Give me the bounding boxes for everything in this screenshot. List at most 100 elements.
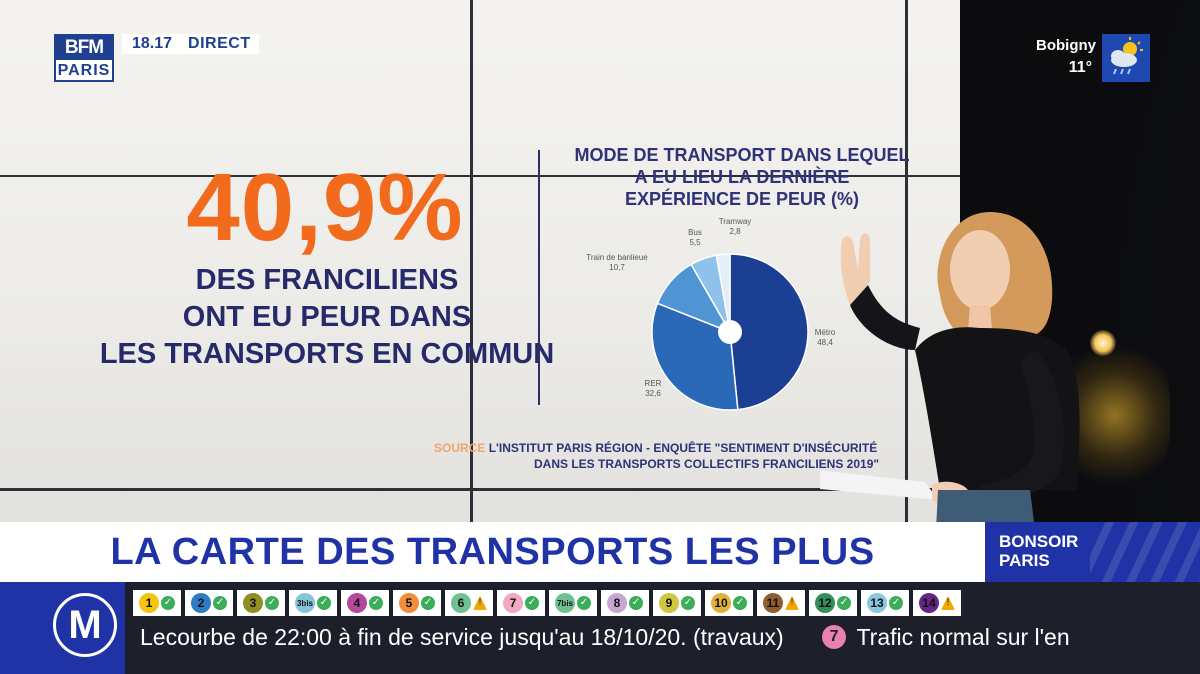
slice-label: Train de banlieue bbox=[586, 253, 648, 262]
metro-line-13: 13 ✓ bbox=[861, 590, 909, 616]
warning-icon: ! bbox=[473, 596, 487, 610]
slice-value: 48,4 bbox=[817, 338, 833, 347]
check-icon: ✓ bbox=[837, 596, 851, 610]
check-icon: ✓ bbox=[733, 596, 747, 610]
line-number: 3 bbox=[243, 593, 263, 613]
stat-caption-line: ONT EU PEUR DANS bbox=[182, 301, 472, 333]
metro-line-7: 7 ✓ bbox=[497, 590, 545, 616]
clock-bar: 18.17 DIRECT bbox=[122, 34, 259, 54]
line-number: 10 bbox=[711, 593, 731, 613]
wall-seam bbox=[905, 0, 908, 525]
metro-line-4: 4 ✓ bbox=[341, 590, 389, 616]
metro-line-5: 5 ✓ bbox=[393, 590, 441, 616]
stat-value: 40,9% bbox=[186, 154, 464, 261]
weather-widget: Bobigny 11° bbox=[1010, 34, 1150, 82]
metro-line-3bis: 3bis ✓ bbox=[289, 590, 337, 616]
metro-line-8: 8 ✓ bbox=[601, 590, 649, 616]
chart-title-line: EXPÉRIENCE DE PEUR (%) bbox=[624, 189, 860, 209]
line-number: 4 bbox=[347, 593, 367, 613]
street-lamp bbox=[1090, 330, 1116, 356]
stat-caption: DES FRANCILIENS ONT EU PEUR DANS LES TRA… bbox=[82, 262, 572, 373]
weather-city: Bobigny bbox=[1036, 37, 1096, 54]
check-icon: ✓ bbox=[161, 596, 175, 610]
transit-ticker: Lecourbe de 22:00 à fin de service jusqu… bbox=[140, 620, 1200, 650]
slice-value: 10,7 bbox=[609, 263, 625, 272]
ticker-message: Lecourbe de 22:00 à fin de service jusqu… bbox=[140, 623, 784, 650]
chart-title: MODE DE TRANSPORT DANS LEQUEL A EU LIEU … bbox=[552, 144, 932, 210]
metro-line-9: 9 ✓ bbox=[653, 590, 701, 616]
check-icon: ✓ bbox=[525, 596, 539, 610]
line-number: 9 bbox=[659, 593, 679, 613]
ticker-line-badge: 7 bbox=[822, 624, 847, 649]
check-icon: ✓ bbox=[421, 596, 435, 610]
chart-title-line: MODE DE TRANSPORT DANS LEQUEL bbox=[574, 145, 910, 165]
check-icon: ✓ bbox=[213, 596, 227, 610]
cloud-sun-rain-icon bbox=[1102, 34, 1150, 82]
line-number: 1 bbox=[139, 593, 159, 613]
check-icon: ✓ bbox=[265, 596, 279, 610]
metro-line-3: 3 ✓ bbox=[237, 590, 285, 616]
live-label: DIRECT bbox=[188, 35, 251, 52]
check-icon: ✓ bbox=[889, 596, 903, 610]
line-number: 7 bbox=[503, 593, 523, 613]
warning-icon: ! bbox=[785, 596, 799, 610]
metro-lines-status: 1 ✓ 2 ✓ 3 ✓ 3bis ✓ 4 ✓ 5 ✓ 6! 7 ✓ 7bis ✓ 8 ✓ 9 ✓ 10 ✓ 11! 12 ✓ 13 ✓… bbox=[133, 590, 965, 616]
slice-label: Bus bbox=[688, 228, 702, 237]
video-wall bbox=[0, 0, 960, 525]
program-badge: BONSOIR PARIS bbox=[985, 522, 1200, 582]
program-title-line: BONSOIR bbox=[999, 532, 1079, 551]
metro-line-7bis: 7bis ✓ bbox=[549, 590, 597, 616]
metro-line-11: 11! bbox=[757, 590, 805, 616]
wall-seam bbox=[470, 0, 473, 525]
headline-strip: LA CARTE DES TRANSPORTS LES PLUS ANXIOGÈ… bbox=[0, 522, 985, 633]
pie-slice-rer bbox=[651, 302, 739, 411]
source-keyword: SOURCE bbox=[434, 441, 486, 455]
wall-seam bbox=[0, 175, 960, 177]
line-number: 3bis bbox=[295, 593, 315, 613]
metro-line-10: 10 ✓ bbox=[705, 590, 753, 616]
check-icon: ✓ bbox=[629, 596, 643, 610]
divider bbox=[538, 150, 540, 405]
line-number: 7bis bbox=[555, 593, 575, 613]
stat-caption-line: DES FRANCILIENS bbox=[195, 264, 459, 296]
line-number: 11 bbox=[763, 593, 783, 613]
program-title: BONSOIR PARIS bbox=[999, 532, 1078, 570]
warning-icon: ! bbox=[941, 596, 955, 610]
slice-value: 2,8 bbox=[729, 227, 741, 236]
program-stripes bbox=[1090, 522, 1200, 582]
pie-slice-métro bbox=[729, 253, 809, 411]
line-number: 2 bbox=[191, 593, 211, 613]
line-number: 13 bbox=[867, 593, 887, 613]
chart-title-line: A EU LIEU LA DERNIÈRE bbox=[634, 167, 850, 187]
metro-logo-icon: M bbox=[53, 593, 117, 657]
slice-value: 32,6 bbox=[645, 389, 661, 398]
line-number: 5 bbox=[399, 593, 419, 613]
check-icon: ✓ bbox=[317, 596, 331, 610]
pie-slice-tramway bbox=[715, 253, 731, 333]
metro-line-1: 1 ✓ bbox=[133, 590, 181, 616]
weather-temperature: 11° bbox=[1068, 59, 1092, 76]
line-number: 8 bbox=[607, 593, 627, 613]
headline-title: LA CARTE DES TRANSPORTS LES PLUS ANXIOGÈ… bbox=[110, 531, 875, 633]
slice-label: Tramway bbox=[719, 217, 752, 226]
slice-value: 5,5 bbox=[689, 238, 701, 247]
check-icon: ✓ bbox=[369, 596, 383, 610]
slice-label: Métro bbox=[815, 328, 835, 337]
metro-line-6: 6! bbox=[445, 590, 493, 616]
stat-caption-line: LES TRANSPORTS EN COMMUN bbox=[99, 338, 555, 370]
presenter bbox=[820, 212, 1080, 530]
metro-line-14: 14! bbox=[913, 590, 961, 616]
metro-line-2: 2 ✓ bbox=[185, 590, 233, 616]
logo-bottom: PARIS bbox=[57, 62, 111, 79]
channel-logo: BFM PARIS bbox=[54, 34, 114, 82]
pie-center-hole bbox=[718, 320, 742, 344]
check-icon: ✓ bbox=[577, 596, 591, 610]
metro-line-12: 12 ✓ bbox=[809, 590, 857, 616]
program-title-line: PARIS bbox=[999, 551, 1050, 570]
logo-top: BFM bbox=[56, 36, 112, 60]
check-icon: ✓ bbox=[681, 596, 695, 610]
slice-label: RER bbox=[645, 379, 662, 388]
line-number: 14 bbox=[919, 593, 939, 613]
line-number: 12 bbox=[815, 593, 835, 613]
